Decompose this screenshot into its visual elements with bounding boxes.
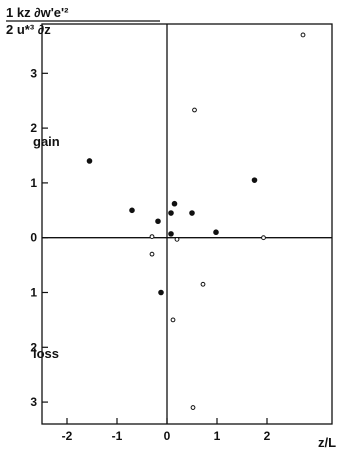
y-tick-label: 2 — [30, 340, 37, 354]
data-point-open — [190, 405, 196, 410]
data-points — [86, 32, 306, 410]
x-tick-label: 2 — [264, 429, 271, 443]
data-point-filled — [171, 200, 178, 207]
y-tick-label: 2 — [30, 121, 37, 135]
data-point-open — [192, 107, 197, 113]
data-point-filled — [213, 229, 219, 236]
x-tick-label: -2 — [62, 429, 73, 443]
data-point-filled — [129, 207, 135, 214]
data-point-filled — [251, 177, 258, 183]
data-point-open — [149, 251, 155, 257]
data-point-filled — [86, 158, 93, 164]
plot-frame — [41, 23, 333, 425]
axis-ticks: -2 -1 0 1 2 3 2 1 0 1 2 3 — [30, 66, 270, 443]
data-point-open — [149, 234, 155, 240]
y-axis-label: 1 kz ∂w'e'² 2 u*³ ∂z — [6, 5, 160, 37]
data-point-filled — [189, 210, 195, 216]
data-point-filled — [168, 231, 174, 237]
data-point-open — [261, 235, 266, 241]
y-tick-label: 3 — [30, 66, 37, 80]
x-axis-label: z/L — [318, 435, 336, 450]
x-tick-label: 1 — [214, 429, 221, 443]
data-point-open — [170, 317, 176, 323]
y-axis-label-line2: 2 u*³ ∂z — [6, 22, 51, 37]
data-point-open — [300, 32, 306, 38]
y-tick-label: 1 — [30, 285, 37, 299]
y-axis-label-line1: 1 kz ∂w'e'² — [6, 5, 69, 20]
data-point-filled — [168, 210, 174, 216]
y-tick-label: 0 — [30, 231, 37, 245]
data-point-open — [200, 281, 206, 287]
x-tick-label: -1 — [112, 429, 123, 443]
y-tick-label: 1 — [30, 176, 37, 190]
data-point-open — [174, 236, 180, 242]
loss-label: loss — [33, 346, 59, 361]
data-point-filled — [155, 218, 161, 225]
y-tick-label: 3 — [30, 395, 37, 409]
x-tick-label: 0 — [164, 429, 171, 443]
data-point-filled — [158, 289, 164, 296]
gain-label: gain — [33, 134, 60, 149]
